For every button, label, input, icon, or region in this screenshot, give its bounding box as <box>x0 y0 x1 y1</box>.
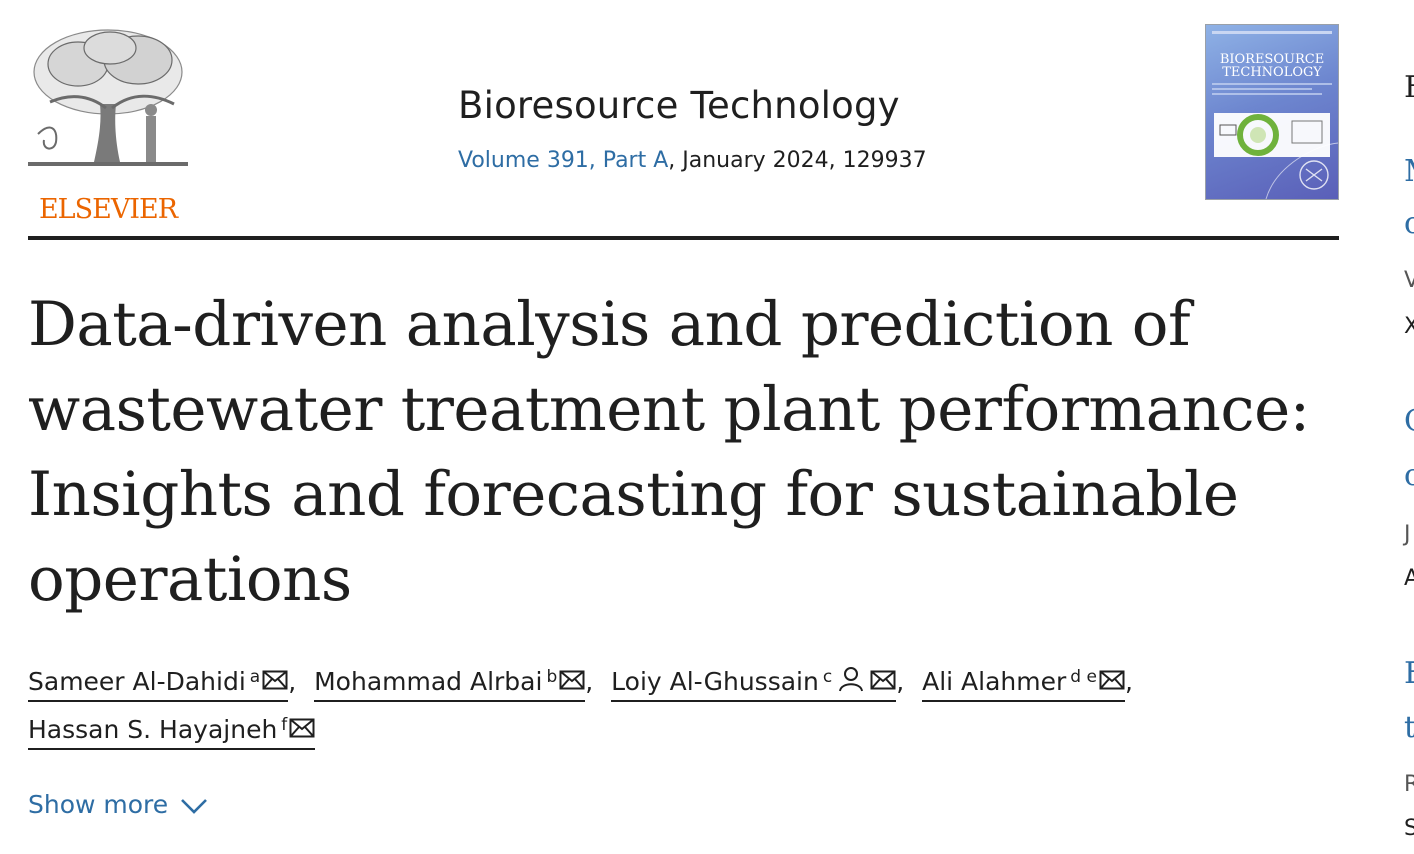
cover-artwork-icon <box>1212 31 1338 199</box>
journal-cover-image[interactable]: BIORESOURCE TECHNOLOGY <box>1205 24 1339 200</box>
envelope-icon <box>870 670 896 690</box>
journal-issue-line: Volume 391, Part A, January 2024, 129937 <box>458 148 927 173</box>
related-article-meta: R <box>1404 772 1414 797</box>
author-name: Loiy Al-Ghussain <box>611 667 819 696</box>
related-article-authors: S <box>1404 816 1414 841</box>
related-article-link[interactable]: t <box>1404 710 1414 745</box>
author-link[interactable]: Sameer Al-Dahidi a <box>28 659 289 702</box>
related-article-authors: X <box>1404 314 1414 339</box>
related-article-link[interactable]: o <box>1404 206 1414 241</box>
author-affiliation: c <box>822 667 833 687</box>
author-name: Hassan S. Hayajneh <box>28 715 278 744</box>
envelope-icon <box>262 670 288 690</box>
volume-link[interactable]: Volume 391, Part A <box>458 148 669 173</box>
person-icon <box>839 667 864 692</box>
related-article-link[interactable]: E <box>1404 656 1414 691</box>
author-affiliation: a <box>249 667 261 687</box>
envelope-icon <box>559 670 585 690</box>
envelope-icon <box>289 718 315 738</box>
sidebar-heading: F <box>1404 70 1414 105</box>
cover-title-line1: BIORESOURCE <box>1219 52 1325 67</box>
author-name: Ali Alahmer <box>922 667 1067 696</box>
cover-title-line2: TECHNOLOGY <box>1222 65 1322 80</box>
show-more-button[interactable]: Show more <box>28 790 208 819</box>
author-separator: , <box>896 667 905 696</box>
author-name: Sameer Al-Dahidi <box>28 667 246 696</box>
chevron-down-icon <box>181 799 208 814</box>
author-affiliation: f <box>281 715 288 735</box>
tree-emblem-icon <box>28 24 188 174</box>
related-article-meta: J <box>1404 522 1411 547</box>
author-separator: , <box>1124 667 1133 696</box>
elsevier-logo[interactable]: ELSEVIER <box>28 24 188 225</box>
author-list: Sameer Al-Dahidi a , Mohammad Alrbai b , L… <box>28 658 1288 754</box>
author-link[interactable]: Ali Alahmer d e <box>922 659 1125 702</box>
related-article-link[interactable]: o <box>1404 458 1414 493</box>
issue-date-article-number: , January 2024, 129937 <box>668 148 927 173</box>
author-name: Mohammad Alrbai <box>314 667 543 696</box>
author-separator: , <box>585 667 594 696</box>
related-article-link[interactable]: M <box>1404 154 1414 189</box>
publisher-name: ELSEVIER <box>38 194 178 225</box>
related-articles-sidebar-peek: F M o V X C o J A E t R S <box>1402 0 1414 854</box>
show-more-label: Show more <box>28 790 169 819</box>
header-divider <box>28 236 1339 240</box>
author-link[interactable]: Hassan S. Hayajneh f <box>28 707 316 750</box>
journal-title-link[interactable]: Bioresource Technology <box>458 84 900 127</box>
author-affiliation: d e <box>1070 667 1097 687</box>
related-article-authors: A <box>1404 566 1414 591</box>
related-article-meta: V <box>1404 268 1414 293</box>
author-affiliation: b <box>546 667 558 687</box>
article-header: ELSEVIER Bioresource Technology Volume 3… <box>28 0 1339 240</box>
cover-title: BIORESOURCE TECHNOLOGY <box>1206 53 1338 79</box>
envelope-icon <box>1099 670 1125 690</box>
related-article-link[interactable]: C <box>1404 404 1414 439</box>
author-separator: , <box>288 667 297 696</box>
article-title: Data-driven analysis and prediction of w… <box>28 289 1310 615</box>
author-link[interactable]: Loiy Al-Ghussain c <box>611 659 897 702</box>
author-link[interactable]: Mohammad Alrbai b <box>314 659 586 702</box>
